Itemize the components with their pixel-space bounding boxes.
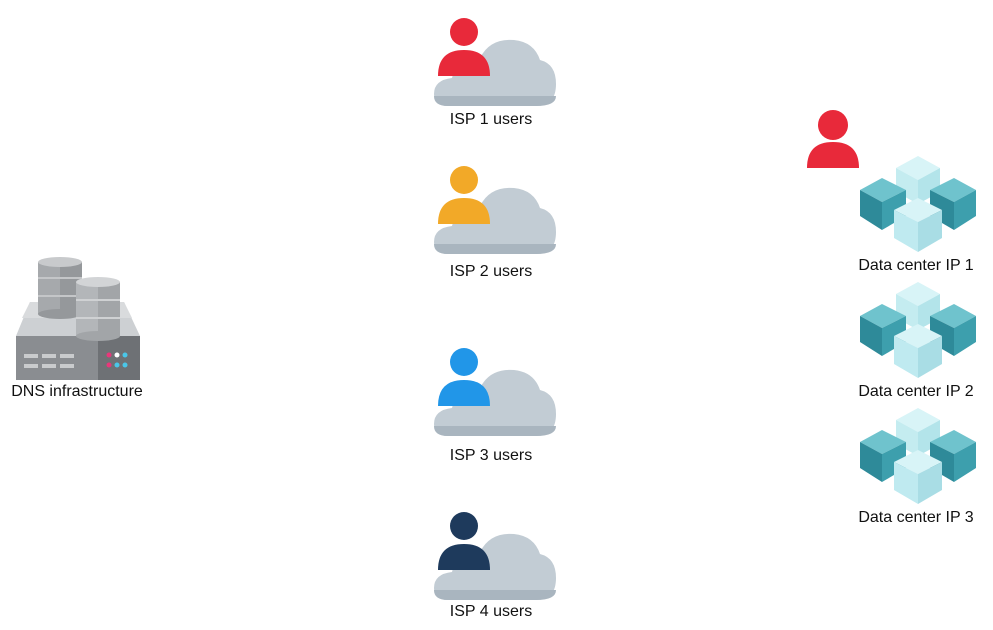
data-center-3: Data center IP 3 (840, 402, 993, 532)
user-cloud-icon (434, 18, 556, 106)
user-body-icon (438, 198, 490, 224)
isp-group-3: ISP 3 users (420, 340, 570, 470)
data-center-1: Data center IP 1 (840, 150, 993, 280)
dns-infrastructure-label: DNS infrastructure (11, 383, 143, 400)
user-body-icon (438, 380, 490, 406)
user-cloud-icon (434, 166, 556, 254)
database-server-icon (16, 257, 140, 380)
data-center-label: Data center IP 3 (858, 509, 974, 526)
data-center-label: Data center IP 1 (858, 257, 974, 274)
isp-group-4: ISP 4 users (420, 504, 570, 630)
user-head-icon (450, 512, 478, 540)
isp-group-label: ISP 2 users (449, 263, 533, 280)
isp-group-2: ISP 2 users (420, 158, 570, 288)
user-body-icon (438, 50, 490, 76)
user-head-icon (450, 18, 478, 46)
user-body-icon (438, 544, 490, 570)
isp-group-label: ISP 3 users (449, 447, 533, 464)
data-center-2: Data center IP 2 (840, 276, 993, 406)
isp-group-1: ISP 1 users (420, 10, 570, 140)
isp-group-label: ISP 4 users (449, 603, 533, 620)
user-cloud-icon (434, 512, 556, 600)
user-icon (807, 110, 859, 168)
isp-group-label: ISP 1 users (449, 111, 533, 128)
cubes-icon (860, 282, 976, 378)
data-center-label: Data center IP 2 (858, 383, 974, 400)
dns-infrastructure-node: DNS infrastructure (0, 0, 160, 410)
cubes-icon (860, 156, 976, 252)
user-head-icon (450, 348, 478, 376)
cubes-icon (860, 408, 976, 504)
user-head-icon (450, 166, 478, 194)
user-cloud-icon (434, 348, 556, 436)
data-center-user (804, 108, 864, 172)
